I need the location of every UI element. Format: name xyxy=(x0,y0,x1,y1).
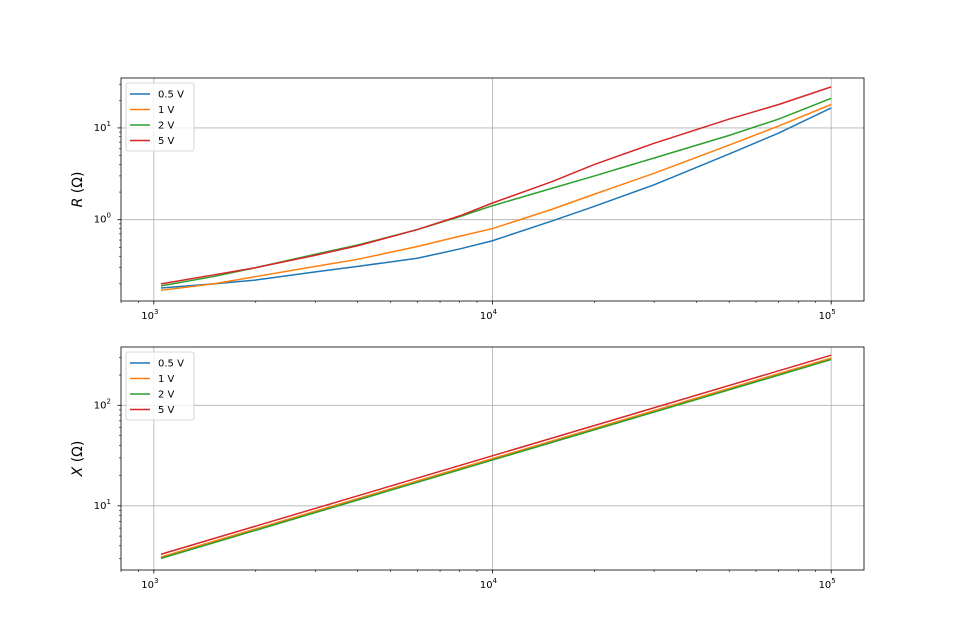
series-line-0_5V xyxy=(160,107,832,289)
legend-label: 0.5 V xyxy=(158,90,184,101)
legend-label: 5 V xyxy=(158,405,175,416)
series-line-1V xyxy=(160,357,832,558)
x-tick-label: 104 xyxy=(480,308,498,322)
chart-panel-1: 103 104 105 100 101 R (Ω) 0.5 V 1 V 2 V 5 V xyxy=(70,77,865,322)
axes-frame xyxy=(120,77,865,302)
x-tick-label: 105 xyxy=(819,577,836,591)
series-line-5V xyxy=(160,354,832,555)
y-tick-label: 102 xyxy=(94,397,111,411)
legend-label: 0.5 V xyxy=(158,359,184,370)
legend-label: 2 V xyxy=(158,121,175,132)
series-line-1V xyxy=(160,103,832,292)
y-tick-label: 100 xyxy=(94,212,111,226)
legend-box xyxy=(125,82,195,152)
legend-label: 1 V xyxy=(158,105,175,116)
series-line-5V xyxy=(160,86,832,285)
legend-label: 5 V xyxy=(158,136,175,147)
y-tick-label: 101 xyxy=(94,498,111,512)
y-axis-label: X (Ω) xyxy=(70,441,86,478)
axes-frame xyxy=(120,346,865,571)
y-tick-label: 101 xyxy=(94,120,111,134)
legend-box xyxy=(125,351,195,421)
y-axis-label: R (Ω) xyxy=(70,172,86,208)
chart-panel-2: 103 104 105 101 102 X (Ω) 0.5 V 1 V 2 V 5 V xyxy=(70,346,865,591)
x-tick-label: 104 xyxy=(480,577,498,591)
legend-label: 2 V xyxy=(158,390,175,401)
legend: 0.5 V 1 V 2 V 5 V xyxy=(125,82,195,152)
legend: 0.5 V 1 V 2 V 5 V xyxy=(125,351,195,421)
legend-label: 1 V xyxy=(158,374,175,385)
series-line-2V xyxy=(160,358,832,560)
x-tick-label: 105 xyxy=(819,308,836,322)
x-tick-label: 103 xyxy=(141,308,158,322)
x-tick-label: 103 xyxy=(141,577,158,591)
